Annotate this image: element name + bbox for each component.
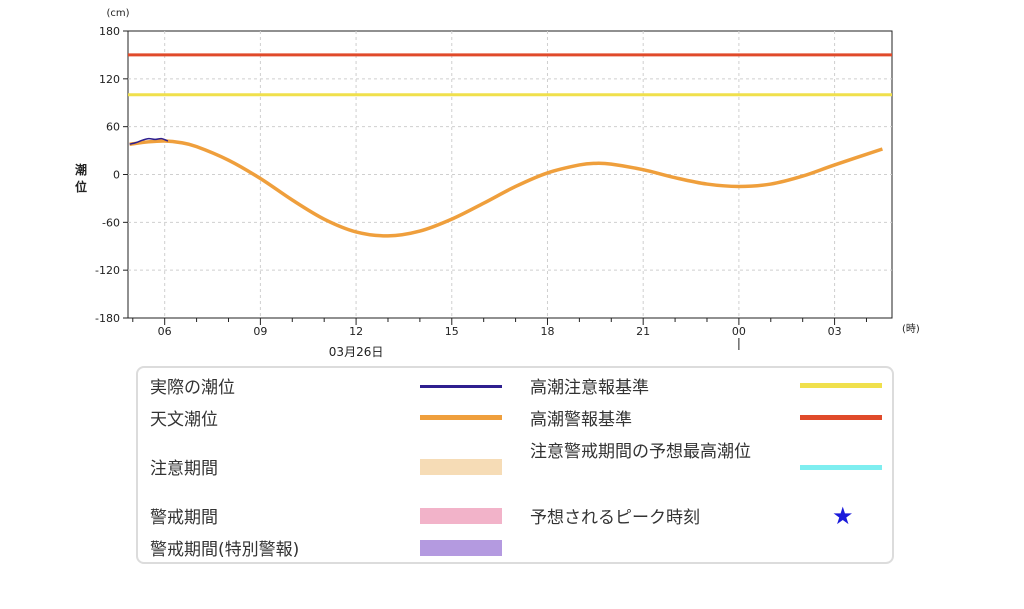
legend-swatch-actual-tide bbox=[420, 385, 502, 388]
star-icon: ★ bbox=[832, 502, 854, 530]
legend-swatch-storm-surge-warning bbox=[800, 415, 882, 420]
y-tick-label: -60 bbox=[102, 216, 120, 229]
legend-swatch-storm-surge-advisory bbox=[800, 383, 882, 388]
y-tick-label: -120 bbox=[95, 264, 120, 277]
legend-swatch-caution-period bbox=[420, 459, 502, 475]
legend-swatch-astronomical-tide bbox=[420, 415, 502, 420]
y-unit-label: (cm) bbox=[106, 8, 129, 19]
x-tick-label: 06 bbox=[158, 325, 172, 338]
y-tick-label: 60 bbox=[106, 121, 120, 134]
x-tick-label: 03 bbox=[828, 325, 842, 338]
y-axis-label-2: 位 bbox=[75, 179, 87, 194]
x-tick-label: 00 bbox=[732, 325, 746, 338]
x-tick-label: 18 bbox=[540, 325, 554, 338]
legend-label-storm-surge-warning: 高潮警報基準 bbox=[530, 410, 632, 430]
x-unit-label: (時) bbox=[902, 323, 920, 335]
y-tick-label: 0 bbox=[113, 169, 120, 182]
legend-label-caution-period: 注意期間 bbox=[150, 459, 218, 479]
legend-label-storm-surge-advisory: 高潮注意報基準 bbox=[530, 378, 649, 398]
legend-swatch-special-warning-period bbox=[420, 540, 502, 556]
series-line-actual-tide bbox=[129, 137, 169, 145]
date-label: 03月26日 bbox=[329, 345, 384, 359]
x-tick-label: 21 bbox=[636, 325, 650, 338]
legend-label-warning-period: 警戒期間 bbox=[150, 508, 218, 528]
legend-swatch-predicted-max-tide bbox=[800, 465, 882, 470]
y-tick-label: 180 bbox=[99, 25, 120, 38]
x-tick-label: 15 bbox=[445, 325, 459, 338]
legend-label-astronomical-tide: 天文潮位 bbox=[150, 410, 218, 430]
y-tick-label: 120 bbox=[99, 73, 120, 86]
legend-label-predicted-max-tide: 注意警戒期間の予想最高潮位 bbox=[530, 442, 751, 462]
series-line-astronomical-tide bbox=[129, 139, 883, 238]
x-tick-label: 12 bbox=[349, 325, 363, 338]
legend-panel: 実際の潮位 天文潮位 注意期間 警戒期間 警戒期間(特別警報) 高潮注意報基準 … bbox=[136, 366, 894, 564]
y-axis-label-1: 潮 bbox=[75, 162, 87, 177]
tide-chart: 180 120 60 0 -60 -120 -180 06 09 12 15 18 21 00 03 03月2… bbox=[75, 8, 920, 359]
legend-label-actual-tide: 実際の潮位 bbox=[150, 378, 235, 398]
legend-label-special-warning-period: 警戒期間(特別警報) bbox=[150, 540, 300, 560]
y-tick-label: -180 bbox=[95, 312, 120, 325]
x-tick-label: 09 bbox=[253, 325, 267, 338]
legend-label-peak-time: 予想されるピーク時刻 bbox=[530, 508, 700, 528]
legend-swatch-warning-period bbox=[420, 508, 502, 524]
